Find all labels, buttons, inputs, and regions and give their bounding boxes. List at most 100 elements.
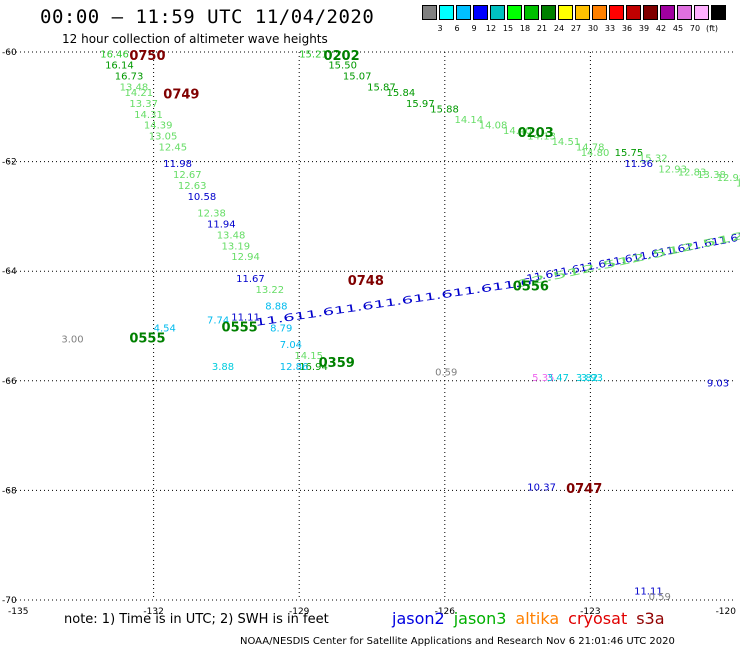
colorbar-swatch bbox=[422, 5, 437, 20]
swh-value: 12.98 bbox=[717, 173, 740, 184]
swh-value: 14.78 bbox=[576, 143, 605, 154]
time-label: 0203 bbox=[518, 126, 554, 141]
swh-value: 14.14 bbox=[455, 115, 484, 126]
colorbar-swatch bbox=[490, 5, 505, 20]
swh-value: 15.50 bbox=[328, 60, 357, 71]
swh-value: 14.15 bbox=[294, 351, 323, 362]
colorbar-label: 36 bbox=[621, 24, 633, 33]
swh-value: 3.93 bbox=[581, 373, 603, 384]
swh-value: 14.80 bbox=[581, 148, 610, 159]
colorbar-swatch bbox=[439, 5, 454, 20]
swh-value: 12.38 bbox=[197, 208, 226, 219]
swh-value: 11.11 bbox=[634, 587, 663, 598]
colorbar-swatch bbox=[558, 5, 573, 20]
colorbar-label: 45 bbox=[672, 24, 684, 33]
colorbar-label: 21 bbox=[536, 24, 548, 33]
swh-value: 3.47 bbox=[547, 373, 569, 384]
swh-value: 0.59 bbox=[435, 367, 457, 378]
swh-value: 13.48 bbox=[217, 230, 246, 241]
dense-track-labels: 12.512.512.512.512 bbox=[516, 231, 740, 291]
swh-value: 15.88 bbox=[430, 104, 459, 115]
legend-item-jason2: jason2 bbox=[392, 609, 445, 628]
time-label: 0202 bbox=[323, 49, 359, 64]
swh-value: 15.32 bbox=[639, 154, 668, 165]
swh-value: 11.67 bbox=[236, 274, 265, 285]
colorbar-label: 30 bbox=[587, 24, 599, 33]
colorbar-swatch bbox=[541, 5, 556, 20]
y-tick-label: -66 bbox=[2, 377, 17, 387]
swh-value: 13.37 bbox=[129, 99, 158, 110]
swh-value: 12.45 bbox=[158, 143, 187, 154]
x-tick-label: -123 bbox=[580, 607, 600, 617]
colorbar-swatch bbox=[677, 5, 692, 20]
swh-value: 4.54 bbox=[154, 323, 176, 334]
swh-value: 15.21 bbox=[299, 49, 328, 60]
colorbar-label: 9 bbox=[471, 24, 477, 33]
swh-value: 7.04 bbox=[280, 340, 302, 351]
swh-value: 8.88 bbox=[265, 302, 287, 313]
swh-value: 13.19 bbox=[222, 241, 251, 252]
swh-value: 10.58 bbox=[188, 192, 217, 203]
swh-value: 3.00 bbox=[61, 334, 83, 345]
time-label: 0750 bbox=[129, 49, 165, 64]
colorbar-label: 27 bbox=[570, 24, 582, 33]
chart-subtitle: 12 hour collection of altimeter wave hei… bbox=[62, 32, 328, 46]
colorbar-label: 15 bbox=[502, 24, 514, 33]
swh-value: 14.08 bbox=[479, 121, 508, 132]
swh-value: 12.83 bbox=[678, 167, 707, 178]
swh-value: 0.59 bbox=[649, 592, 671, 603]
swh-value: 14.31 bbox=[134, 110, 163, 121]
swh-value: 15.84 bbox=[387, 88, 416, 99]
x-tick-label: -129 bbox=[289, 607, 310, 617]
y-tick-label: -64 bbox=[2, 267, 17, 277]
swh-value: 3.88 bbox=[212, 362, 234, 373]
swh-value: 9.03 bbox=[707, 378, 729, 389]
colorbar-label: 70 bbox=[689, 24, 701, 33]
colorbar-swatch bbox=[456, 5, 471, 20]
swh-value: 12.67 bbox=[173, 170, 202, 181]
swh-value: 12.86 bbox=[280, 362, 309, 373]
swh-value: 14.40 bbox=[503, 126, 532, 137]
time-label: 0749 bbox=[163, 88, 199, 103]
time-label: 0359 bbox=[319, 356, 355, 371]
swh-value: 15.87 bbox=[367, 82, 396, 93]
swh-value: 10.37 bbox=[527, 482, 556, 493]
y-tick-label: -62 bbox=[2, 158, 17, 168]
swh-value: 11.11 bbox=[231, 313, 260, 324]
swh-value: 11.36 bbox=[624, 159, 653, 170]
legend-item-altika: altika bbox=[515, 609, 560, 628]
swh-value: 16.14 bbox=[105, 60, 134, 71]
colorbar-swatch bbox=[694, 5, 709, 20]
y-tick-label: -70 bbox=[2, 596, 17, 606]
time-label: 0748 bbox=[348, 274, 384, 289]
dense-track-labels: 11.611.611.611.611.611.611.6 bbox=[254, 277, 532, 329]
swh-value: 5.35 bbox=[532, 373, 554, 384]
time-label: 0747 bbox=[566, 482, 602, 497]
time-label: 0556 bbox=[513, 279, 549, 294]
colorbar-label: 42 bbox=[655, 24, 667, 33]
legend-item-s3a: s3a bbox=[636, 609, 665, 628]
swh-value: 15.07 bbox=[343, 71, 372, 82]
colorbar-swatch bbox=[609, 5, 624, 20]
colorbar-label: 24 bbox=[553, 24, 565, 33]
x-tick-label: -120 bbox=[716, 607, 737, 617]
colorbar-swatch bbox=[507, 5, 522, 20]
swh-value: 13.05 bbox=[149, 132, 178, 143]
colorbar-label: 18 bbox=[519, 24, 531, 33]
colorbar-swatch bbox=[626, 5, 641, 20]
swh-value: 3.82 bbox=[576, 373, 598, 384]
legend-item-cryosat: cryosat bbox=[568, 609, 628, 628]
y-tick-label: -68 bbox=[2, 486, 17, 496]
swh-value: 16.73 bbox=[115, 71, 144, 82]
swh-value: 12.63 bbox=[178, 181, 207, 192]
swh-value: 12.36 bbox=[736, 178, 740, 189]
colorbar-label: 12 bbox=[485, 24, 497, 33]
swh-value: 8.79 bbox=[270, 323, 292, 334]
swh-value: 16.46 bbox=[100, 49, 129, 60]
swh-value: 15.97 bbox=[406, 99, 435, 110]
x-tick-label: -135 bbox=[8, 607, 28, 617]
swh-value: 14.13 bbox=[527, 132, 556, 143]
swh-value: 12.93 bbox=[658, 165, 687, 176]
